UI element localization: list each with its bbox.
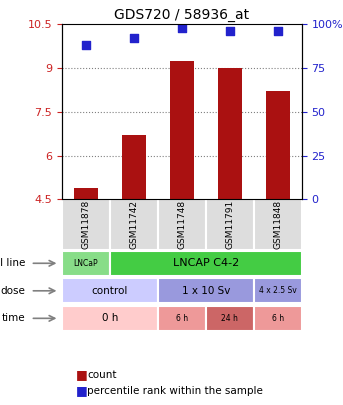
- Text: GSM11878: GSM11878: [81, 200, 90, 249]
- Bar: [62, 278, 158, 303]
- Bar: [254, 200, 302, 249]
- Bar: [254, 278, 302, 303]
- Bar: [74, 188, 98, 200]
- Text: cell line: cell line: [0, 258, 26, 268]
- Text: ■: ■: [75, 368, 87, 381]
- Bar: [110, 251, 302, 276]
- Bar: [62, 200, 110, 249]
- Text: GSM11742: GSM11742: [129, 200, 138, 249]
- Text: 0 h: 0 h: [102, 313, 118, 323]
- Text: GSM11848: GSM11848: [273, 200, 282, 249]
- Text: 6 h: 6 h: [272, 314, 284, 323]
- Bar: [206, 200, 254, 249]
- Text: GSM11791: GSM11791: [225, 200, 234, 249]
- Title: GDS720 / 58936_at: GDS720 / 58936_at: [114, 8, 249, 22]
- Point: [275, 28, 281, 34]
- Bar: [122, 135, 146, 200]
- Text: dose: dose: [1, 286, 26, 296]
- Bar: [110, 200, 158, 249]
- Point: [227, 28, 233, 34]
- Bar: [266, 92, 290, 200]
- Bar: [158, 200, 206, 249]
- Text: count: count: [87, 370, 117, 379]
- Text: GSM11748: GSM11748: [177, 200, 186, 249]
- Text: time: time: [2, 313, 26, 323]
- Bar: [206, 306, 254, 331]
- Bar: [254, 306, 302, 331]
- Text: ■: ■: [75, 384, 87, 397]
- Text: LNCAP C4-2: LNCAP C4-2: [173, 258, 239, 268]
- Text: LNCaP: LNCaP: [73, 259, 98, 268]
- Point: [179, 25, 185, 31]
- Bar: [62, 251, 110, 276]
- Text: 24 h: 24 h: [221, 314, 238, 323]
- Text: 1 x 10 Sv: 1 x 10 Sv: [181, 286, 230, 296]
- Bar: [158, 306, 206, 331]
- Bar: [218, 68, 242, 200]
- Text: percentile rank within the sample: percentile rank within the sample: [87, 386, 263, 396]
- Point: [83, 42, 88, 49]
- Text: 6 h: 6 h: [176, 314, 188, 323]
- Bar: [62, 306, 158, 331]
- Bar: [170, 61, 194, 200]
- Text: 4 x 2.5 Sv: 4 x 2.5 Sv: [259, 286, 297, 295]
- Point: [131, 35, 137, 42]
- Text: control: control: [92, 286, 128, 296]
- Bar: [158, 278, 254, 303]
